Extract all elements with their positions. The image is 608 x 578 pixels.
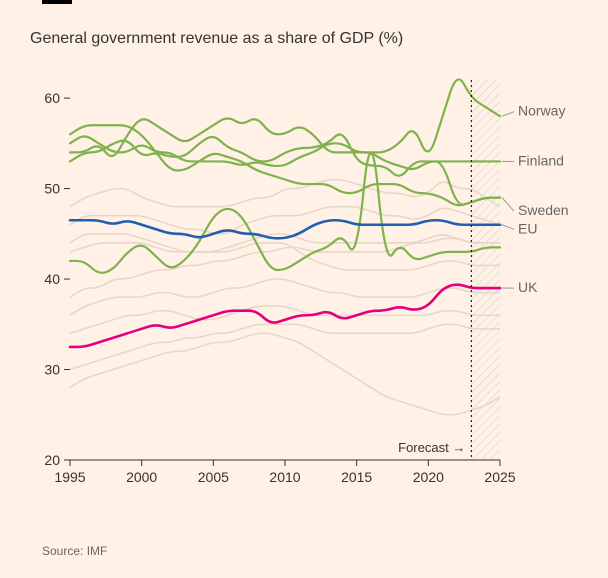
xtick-label: 2015	[341, 469, 372, 485]
series-label-uk: UK	[518, 279, 538, 295]
forecast-region	[471, 80, 500, 460]
source-line: Source: IMF	[42, 544, 107, 558]
label-leader	[502, 198, 514, 212]
chart: 20 30 40 50 60 1995 2000 2005 2010 2015 2020 2025 No…	[30, 70, 578, 510]
forecast-label: Forecast →	[398, 440, 465, 455]
series-norway	[70, 79, 500, 156]
series-nordic3	[70, 153, 500, 273]
ytick-label: 20	[44, 452, 60, 468]
xtick-label: 2020	[413, 469, 444, 485]
xtick-label: 2000	[126, 469, 157, 485]
label-leader	[502, 112, 514, 117]
ytick-label: 50	[44, 181, 60, 197]
chart-title: General government revenue as a share of…	[30, 30, 403, 48]
series-label-finland: Finland	[518, 152, 564, 168]
series-denmark	[70, 135, 500, 205]
xtick-label: 2005	[198, 469, 229, 485]
xtick-label: 2025	[484, 469, 515, 485]
tab-underline	[42, 0, 72, 4]
ytick-label: 60	[44, 90, 60, 106]
series-label-norway: Norway	[518, 103, 565, 119]
ytick-label: 40	[44, 271, 60, 287]
bg-series	[70, 180, 500, 207]
ytick-label: 30	[44, 362, 60, 378]
series-label-eu: EU	[518, 220, 537, 236]
series-label-sweden: Sweden	[518, 202, 569, 218]
label-leader	[502, 225, 514, 230]
xtick-label: 1995	[54, 469, 85, 485]
xtick-label: 2010	[269, 469, 300, 485]
bg-series	[70, 333, 500, 414]
